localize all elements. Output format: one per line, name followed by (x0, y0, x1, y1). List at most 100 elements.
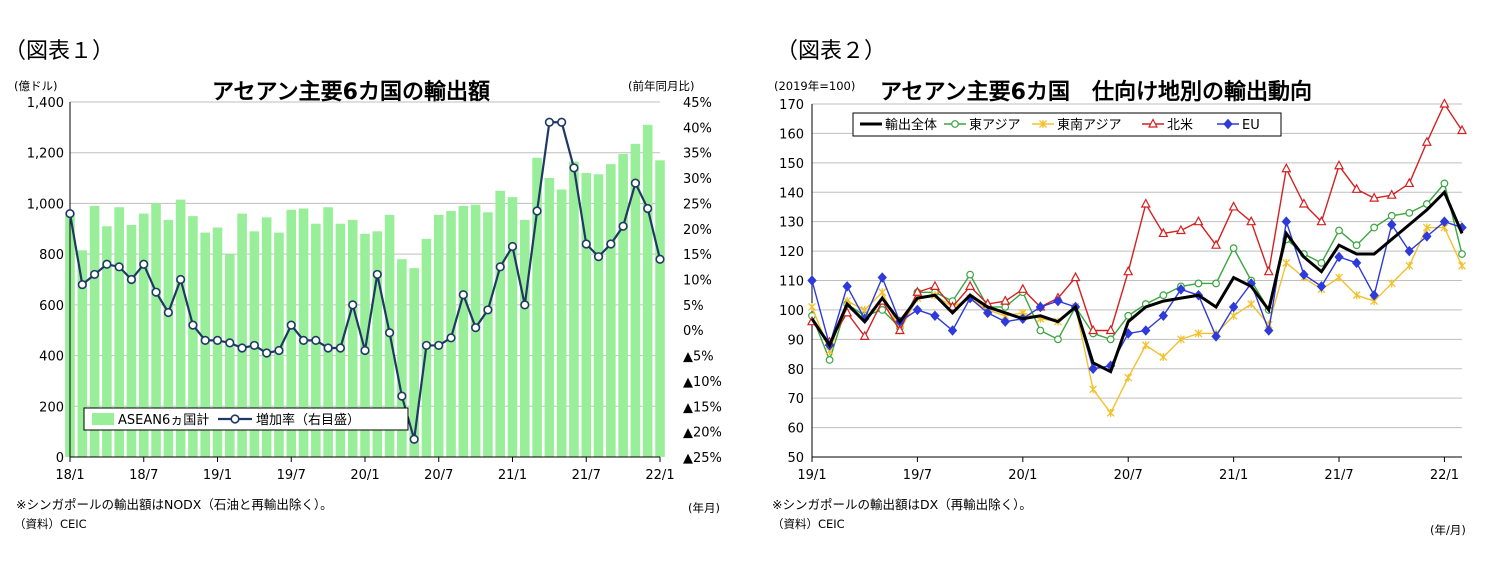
c1-growth-point (65, 208, 75, 219)
figure2-label: （図表２） (776, 39, 887, 64)
c2-point-4 (1176, 284, 1186, 295)
c2-y-tick-label: 50 (787, 451, 804, 466)
c2-point-2 (1106, 408, 1115, 417)
c1-growth-point (557, 117, 567, 127)
c1-bar (519, 219, 530, 457)
c1-bar (372, 231, 383, 457)
c2-y-tick-label: 130 (779, 216, 804, 231)
c1-growth-point (520, 300, 530, 310)
c2-point-1 (1212, 279, 1220, 288)
c1-growth-point (114, 262, 124, 272)
c1-bar (569, 161, 579, 457)
c2-point-2 (1176, 335, 1185, 344)
c2-point-3 (1211, 239, 1222, 249)
c2-point-3 (1386, 189, 1397, 199)
c2-legend-marker-4 (1223, 118, 1233, 130)
c2-point-4 (1264, 325, 1274, 336)
c1-bar (655, 160, 665, 458)
c1-bar (298, 208, 309, 457)
c1-y2-tick-label: ▲10% (683, 375, 722, 390)
figure1-x-unit: (年月) (688, 501, 720, 515)
c1-growth-point (360, 345, 370, 356)
c2-point-2 (1159, 352, 1168, 361)
c2-y-tick-label: 150 (779, 157, 804, 172)
c2-point-3 (1334, 160, 1345, 170)
figure1-right-unit: (前年同月比) (628, 79, 695, 93)
c2-point-4 (1211, 331, 1221, 342)
c2-series-1 (808, 179, 1466, 364)
c1-growth-point (348, 300, 358, 310)
c2-point-4 (1053, 295, 1063, 307)
c1-y-tick-label: 1,200 (27, 147, 64, 162)
c2-point-3 (1298, 198, 1309, 208)
c1-growth-point (311, 335, 321, 345)
c1-growth-point (286, 320, 296, 330)
c2-point-1 (1159, 291, 1168, 300)
c2-point-3 (947, 301, 958, 311)
c1-bar (175, 199, 186, 457)
figure2-note: ※シンガポールの輸出額はDX（再輸出除く）。 (772, 497, 1032, 512)
c2-legend-marker-1 (951, 120, 959, 128)
c2-series-0 (810, 189, 1464, 374)
c1-growth-point (249, 340, 259, 351)
c2-point-3 (1421, 136, 1432, 146)
c1-y2-tick-label: 45% (683, 96, 712, 111)
c2-point-1 (1352, 241, 1361, 250)
c1-y2-tick-label: 10% (683, 274, 712, 289)
c1-growth-point (77, 279, 87, 290)
c1-growth-point (212, 335, 223, 345)
c1-bar (606, 164, 616, 457)
c1-y-tick-label: 600 (39, 299, 64, 314)
c1-bar (286, 209, 297, 457)
c2-point-1 (1124, 311, 1133, 320)
figure1-note: ※シンガポールの輸出額はNODX（石油と再輸出除く）。 (16, 497, 333, 512)
c2-point-4 (1369, 289, 1379, 301)
c2-legend-label-2: 東南アジア (1057, 117, 1121, 133)
c2-point-2 (1422, 223, 1431, 232)
c1-growth-point (102, 259, 112, 269)
c1-growth-point (606, 239, 616, 249)
c1-bar (188, 216, 198, 457)
c1-bar (397, 259, 407, 457)
c1-growth-point (151, 287, 161, 297)
chart1-svg: 0 200 400 600 800 1,000 1,200 1,400 45% 40% 35% 30%… (27, 96, 722, 483)
c1-bar (163, 219, 174, 457)
figure1-label: （図表１） (4, 39, 115, 64)
c1-x-tick-label: 19/7 (277, 468, 306, 483)
c1-bar (224, 254, 235, 457)
c2-point-4 (807, 275, 817, 286)
c2-point-3 (1193, 215, 1204, 226)
c2-point-4 (1000, 316, 1010, 327)
figure1-source: （資料）CEIC (14, 517, 87, 531)
c2-point-1 (1194, 279, 1203, 288)
c2-legend-label-0: 輸出全体 (885, 117, 937, 133)
c2-point-2 (1282, 258, 1291, 267)
c1-y-tick-label: 1,400 (27, 96, 64, 111)
c2-point-1 (1317, 258, 1326, 267)
c1-x-tick-label: 18/1 (55, 468, 84, 483)
c2-point-1 (1458, 250, 1466, 258)
c2-point-2 (878, 288, 887, 297)
c1-growth-point (335, 343, 346, 353)
c2-point-3 (1316, 215, 1327, 226)
c2-x-tick-label: 20/7 (1114, 468, 1143, 483)
c2-point-1 (1387, 211, 1396, 220)
c1-y2-tick-label: 15% (683, 248, 712, 263)
c1-growth-point (458, 290, 468, 300)
c1-growth-point (89, 269, 100, 280)
c2-point-3 (1404, 177, 1415, 188)
c2-point-2 (1141, 341, 1150, 350)
c1-y2-tick-label: ▲25% (683, 451, 722, 466)
c1-growth-point (176, 274, 186, 285)
c2-point-1 (1036, 326, 1045, 335)
c2-point-4 (1404, 245, 1414, 257)
c2-point-3 (1281, 162, 1292, 173)
c2-y-tick-label: 60 (787, 422, 804, 437)
c1-growth-point (274, 345, 284, 356)
c2-point-4 (1281, 216, 1291, 227)
c1-x-tick-label: 20/1 (350, 468, 379, 483)
c1-growth-point (188, 320, 198, 330)
c1-bar (630, 143, 641, 457)
c2-y-tick-label: 90 (787, 333, 804, 348)
